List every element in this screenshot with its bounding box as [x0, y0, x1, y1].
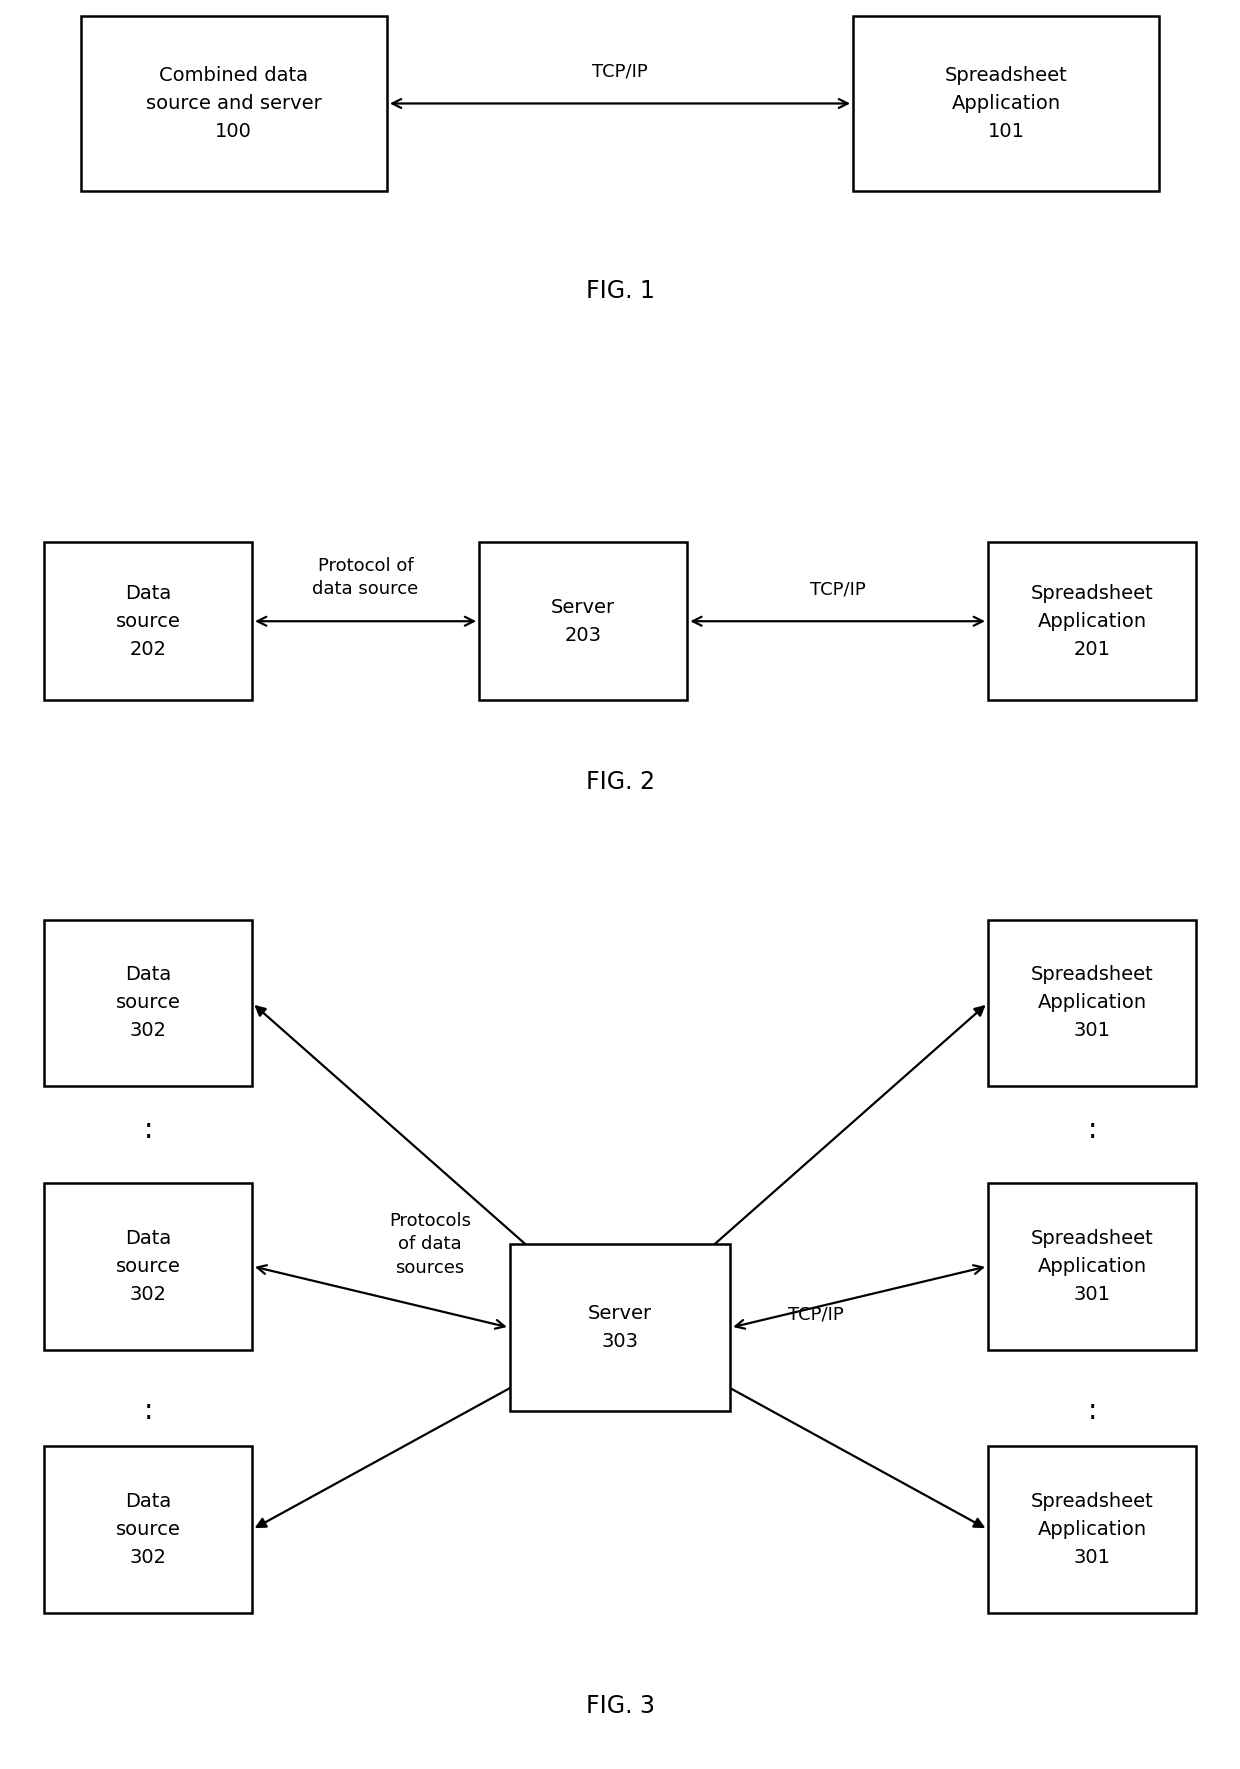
- FancyBboxPatch shape: [81, 16, 387, 191]
- Text: Protocol of
data source: Protocol of data source: [312, 557, 419, 598]
- FancyBboxPatch shape: [853, 16, 1159, 191]
- FancyBboxPatch shape: [479, 543, 687, 701]
- Text: Data
source
202: Data source 202: [115, 584, 180, 658]
- Text: Spreadsheet
Application
301: Spreadsheet Application 301: [1030, 966, 1153, 1040]
- Text: TCP/IP: TCP/IP: [810, 580, 866, 598]
- Text: :: :: [1087, 1398, 1096, 1426]
- Text: Spreadsheet
Application
301: Spreadsheet Application 301: [1030, 1229, 1153, 1304]
- Text: Spreadsheet
Application
201: Spreadsheet Application 201: [1030, 584, 1153, 658]
- Text: :: :: [1087, 1116, 1096, 1145]
- FancyBboxPatch shape: [43, 1183, 252, 1350]
- Text: Server
203: Server 203: [551, 598, 615, 644]
- Text: FIG. 1: FIG. 1: [585, 280, 655, 302]
- FancyBboxPatch shape: [988, 1445, 1197, 1613]
- Text: Protocols
of data
sources: Protocols of data sources: [389, 1212, 471, 1277]
- Text: Data
source
302: Data source 302: [115, 966, 180, 1040]
- Text: Combined data
source and server
100: Combined data source and server 100: [146, 65, 321, 142]
- FancyBboxPatch shape: [988, 1183, 1197, 1350]
- FancyBboxPatch shape: [510, 1244, 730, 1412]
- FancyBboxPatch shape: [43, 543, 252, 701]
- Text: :: :: [144, 1398, 153, 1426]
- FancyBboxPatch shape: [43, 1445, 252, 1613]
- Text: Spreadsheet
Application
301: Spreadsheet Application 301: [1030, 1491, 1153, 1567]
- Text: Server
303: Server 303: [588, 1304, 652, 1352]
- Text: TCP/IP: TCP/IP: [593, 62, 647, 81]
- FancyBboxPatch shape: [988, 920, 1197, 1086]
- Text: :: :: [144, 1116, 153, 1145]
- Text: TCP/IP: TCP/IP: [789, 1306, 844, 1323]
- FancyBboxPatch shape: [43, 920, 252, 1086]
- Text: FIG. 3: FIG. 3: [585, 1695, 655, 1718]
- Text: Data
source
302: Data source 302: [115, 1491, 180, 1567]
- FancyBboxPatch shape: [988, 543, 1197, 701]
- Text: Spreadsheet
Application
101: Spreadsheet Application 101: [945, 65, 1068, 142]
- Text: FIG. 2: FIG. 2: [585, 771, 655, 794]
- Text: Data
source
302: Data source 302: [115, 1229, 180, 1304]
